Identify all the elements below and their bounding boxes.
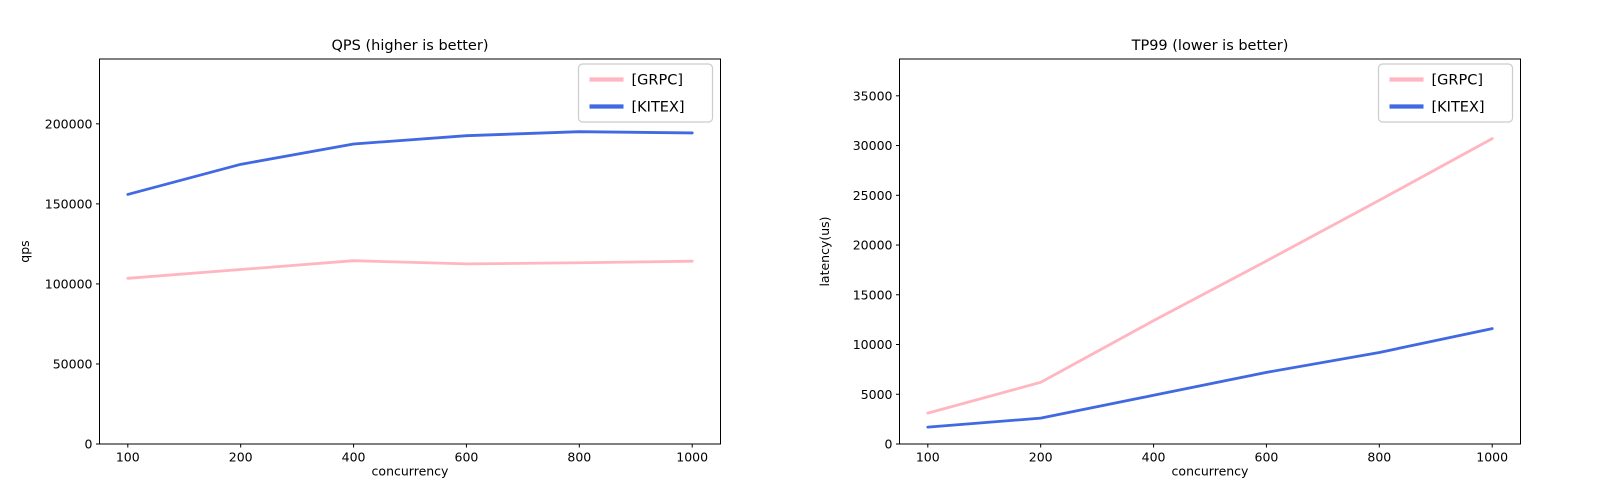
legend: [GRPC] [KITEX] [1377,63,1514,123]
y-tick-label: 200000 [45,116,93,131]
tp99-chart-svg: 0 5000 10000 15000 20000 25000 30000 35000 100 20… [817,38,1521,479]
kitex-line [126,130,694,196]
qps-chart: 0 50000 100000 150000 200000 100 200 400 600 800 1… [17,38,721,479]
y-tick-label: 5000 [861,387,893,402]
plot-frame [899,58,1521,445]
x-axis-label: concurrency [372,464,450,479]
y-tick-label: 25000 [853,188,893,203]
y-axis-label: qps [17,240,32,262]
kitex-line [926,327,1494,429]
x-tick-label: 400 [1142,450,1166,465]
y-tick-label: 150000 [45,196,93,211]
x-tick-label: 600 [455,450,479,465]
grpc-line [926,137,1494,415]
x-tick-label: 200 [229,450,253,465]
y-tick-label: 15000 [853,287,893,302]
y-tick-label: 50000 [53,356,93,371]
y-tick-label: 0 [85,437,93,452]
legend-label: [GRPC] [632,73,684,89]
y-tick-label: 0 [885,437,893,452]
plot-frame [99,58,721,445]
chart-title: QPS (higher is better) [332,38,489,54]
y-tick-label: 100000 [45,276,93,291]
x-tick-label: 1000 [1476,450,1508,465]
legend-label: [KITEX] [1432,100,1485,116]
x-axis-label: concurrency [1172,464,1250,479]
legend-label: [KITEX] [632,100,685,116]
grpc-line [126,259,694,280]
y-tick-label: 35000 [853,88,893,103]
x-tick-label: 1000 [676,450,708,465]
legend: [GRPC] [KITEX] [577,63,714,123]
chart-title: TP99 (lower is better) [1131,38,1289,54]
tp99-chart: 0 5000 10000 15000 20000 25000 30000 35000 100 20… [800,0,1600,500]
x-tick-label: 200 [1029,450,1053,465]
x-tick-label: 100 [116,450,140,465]
legend-label: [GRPC] [1432,73,1484,89]
x-tick-label: 400 [342,450,366,465]
y-tick-label: 10000 [853,337,893,352]
y-tick-label: 20000 [853,238,893,253]
y-axis-label: latency(us) [817,216,832,286]
x-tick-label: 800 [1367,450,1391,465]
x-tick-label: 100 [916,450,940,465]
y-tick-label: 30000 [853,138,893,153]
x-tick-label: 800 [567,450,591,465]
x-tick-label: 600 [1255,450,1279,465]
